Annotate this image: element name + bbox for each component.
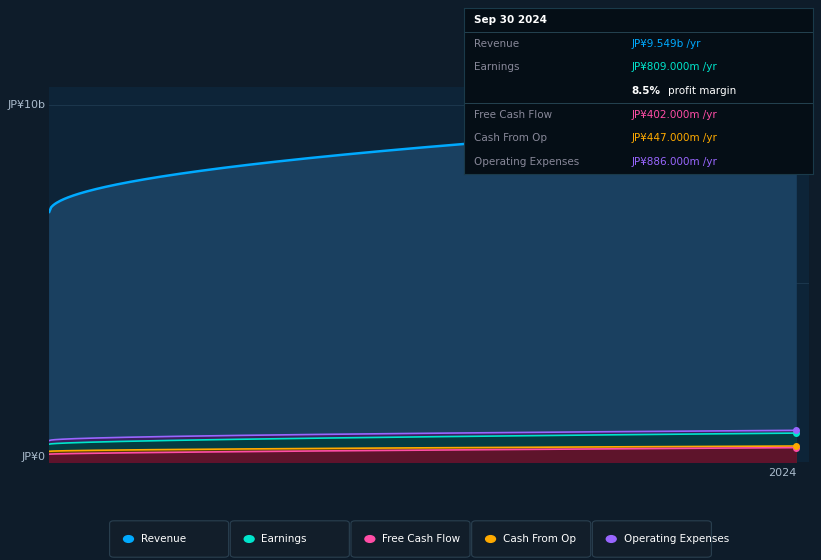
Text: JP¥9.549b /yr: JP¥9.549b /yr [631,39,701,49]
Text: Earnings: Earnings [475,62,520,72]
Text: JP¥402.000m /yr: JP¥402.000m /yr [631,110,717,120]
Text: JP¥886.000m /yr: JP¥886.000m /yr [631,157,718,167]
Text: JP¥10b: JP¥10b [7,100,45,110]
Text: Free Cash Flow: Free Cash Flow [383,534,461,544]
Text: Earnings: Earnings [262,534,307,544]
Text: JP¥0: JP¥0 [21,452,45,462]
Text: Cash From Op: Cash From Op [503,534,576,544]
Text: Sep 30 2024: Sep 30 2024 [475,15,548,25]
Text: Revenue: Revenue [475,39,520,49]
Text: JP¥447.000m /yr: JP¥447.000m /yr [631,133,718,143]
Text: 8.5%: 8.5% [631,86,660,96]
Text: profit margin: profit margin [668,86,736,96]
Text: Operating Expenses: Operating Expenses [475,157,580,167]
Text: Revenue: Revenue [140,534,186,544]
Text: Free Cash Flow: Free Cash Flow [475,110,553,120]
Text: Cash From Op: Cash From Op [475,133,548,143]
Text: JP¥809.000m /yr: JP¥809.000m /yr [631,62,717,72]
Text: Operating Expenses: Operating Expenses [624,534,729,544]
